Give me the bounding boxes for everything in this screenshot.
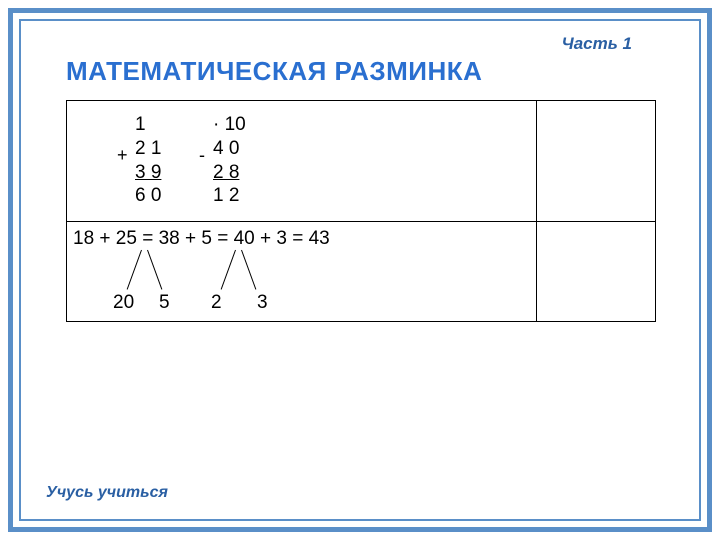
subtraction-operator: -: [199, 145, 205, 166]
subtraction-column: · 10 4 0 2 8 1 2: [213, 113, 246, 208]
subtraction-borrow: · 10: [213, 113, 246, 137]
addition-result: 6 0: [135, 184, 161, 208]
row-2-content: 18 + 25 = 38 + 5 = 40 + 3 = 43 20 5 2 3: [67, 222, 537, 321]
row-1-answer: [537, 101, 655, 221]
split2-left: 2: [211, 292, 222, 314]
split1-left: 20: [113, 292, 134, 314]
subtraction-line1: 4 0: [213, 137, 246, 161]
addition-line2: 3 9: [135, 161, 161, 185]
addition-line1: 2 1: [135, 137, 161, 161]
worksheet-table: + 1 2 1 3 9 6 0 - · 10 4 0 2 8 1 2: [66, 100, 656, 322]
equation-text: 18 + 25 = 38 + 5 = 40 + 3 = 43: [73, 228, 330, 250]
addition-column: 1 2 1 3 9 6 0: [135, 113, 161, 208]
row-2-answer: [537, 222, 655, 321]
slide-content: Часть 1 МАТЕМАТИЧЕСКАЯ РАЗМИНКА + 1 2 1 …: [28, 28, 692, 512]
split2-right: 3: [257, 292, 268, 314]
split-line: [127, 250, 142, 290]
row-2: 18 + 25 = 38 + 5 = 40 + 3 = 43 20 5 2 3: [67, 221, 655, 321]
part-label: Часть 1: [562, 34, 632, 54]
row-1-content: + 1 2 1 3 9 6 0 - · 10 4 0 2 8 1 2: [67, 101, 537, 221]
addition-operator: +: [117, 145, 128, 166]
page-title: МАТЕМАТИЧЕСКАЯ РАЗМИНКА: [66, 56, 482, 87]
split-line: [241, 250, 256, 290]
addition-carry: 1: [135, 113, 161, 137]
subtraction-result: 1 2: [213, 184, 246, 208]
split1-right: 5: [159, 292, 170, 314]
row-1: + 1 2 1 3 9 6 0 - · 10 4 0 2 8 1 2: [67, 101, 655, 221]
subtraction-line2: 2 8: [213, 161, 246, 185]
split-line: [147, 250, 162, 290]
split-line: [221, 250, 236, 290]
footer-text: Учусь учиться: [46, 484, 168, 502]
